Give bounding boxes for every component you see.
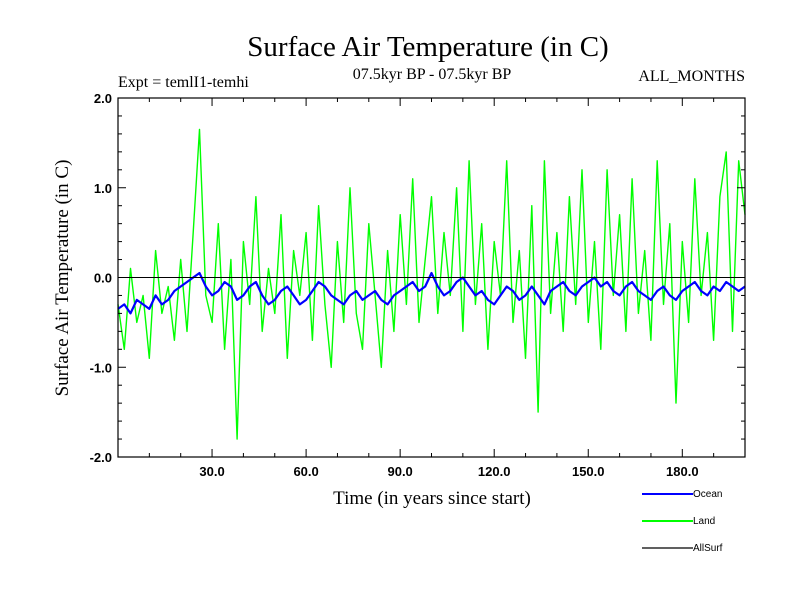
x-tick-label: 120.0 — [478, 464, 511, 479]
legend-label-ocean: Ocean — [693, 489, 722, 500]
x-tick-label: 30.0 — [199, 464, 224, 479]
y-tick-label: -1.0 — [90, 360, 112, 375]
legend-label-allsurf: AllSurf — [693, 543, 723, 554]
plot-area: -2.0 -1.0 0.0 1.0 2.0 30.0 60.0 90.0 120.0 150.0 1… — [90, 91, 746, 479]
months-label: ALL_MONTHS — [638, 68, 745, 85]
series-line-land — [117, 128, 746, 440]
legend: Ocean Land AllSurf — [642, 489, 723, 554]
x-tick-label: 180.0 — [666, 464, 699, 479]
y-axis-label: Surface Air Temperature (in C) — [52, 160, 73, 397]
x-tick-label: 60.0 — [293, 464, 318, 479]
series-line-ocean — [117, 271, 746, 315]
y-tick-label: -2.0 — [90, 450, 112, 465]
period-label: 07.5kyr BP - 07.5kyr BP — [353, 66, 512, 83]
y-tick-label: 2.0 — [94, 91, 112, 106]
y-tick-label: 1.0 — [94, 181, 112, 196]
chart-title: Surface Air Temperature (in C) — [247, 31, 608, 63]
experiment-label: Expt = temlI1-temhi — [118, 74, 249, 91]
x-axis-label: Time (in years since start) — [333, 488, 531, 509]
y-tick-label: 0.0 — [94, 271, 112, 286]
legend-label-land: Land — [693, 516, 715, 527]
x-tick-label: 150.0 — [572, 464, 605, 479]
x-tick-label: 90.0 — [387, 464, 412, 479]
